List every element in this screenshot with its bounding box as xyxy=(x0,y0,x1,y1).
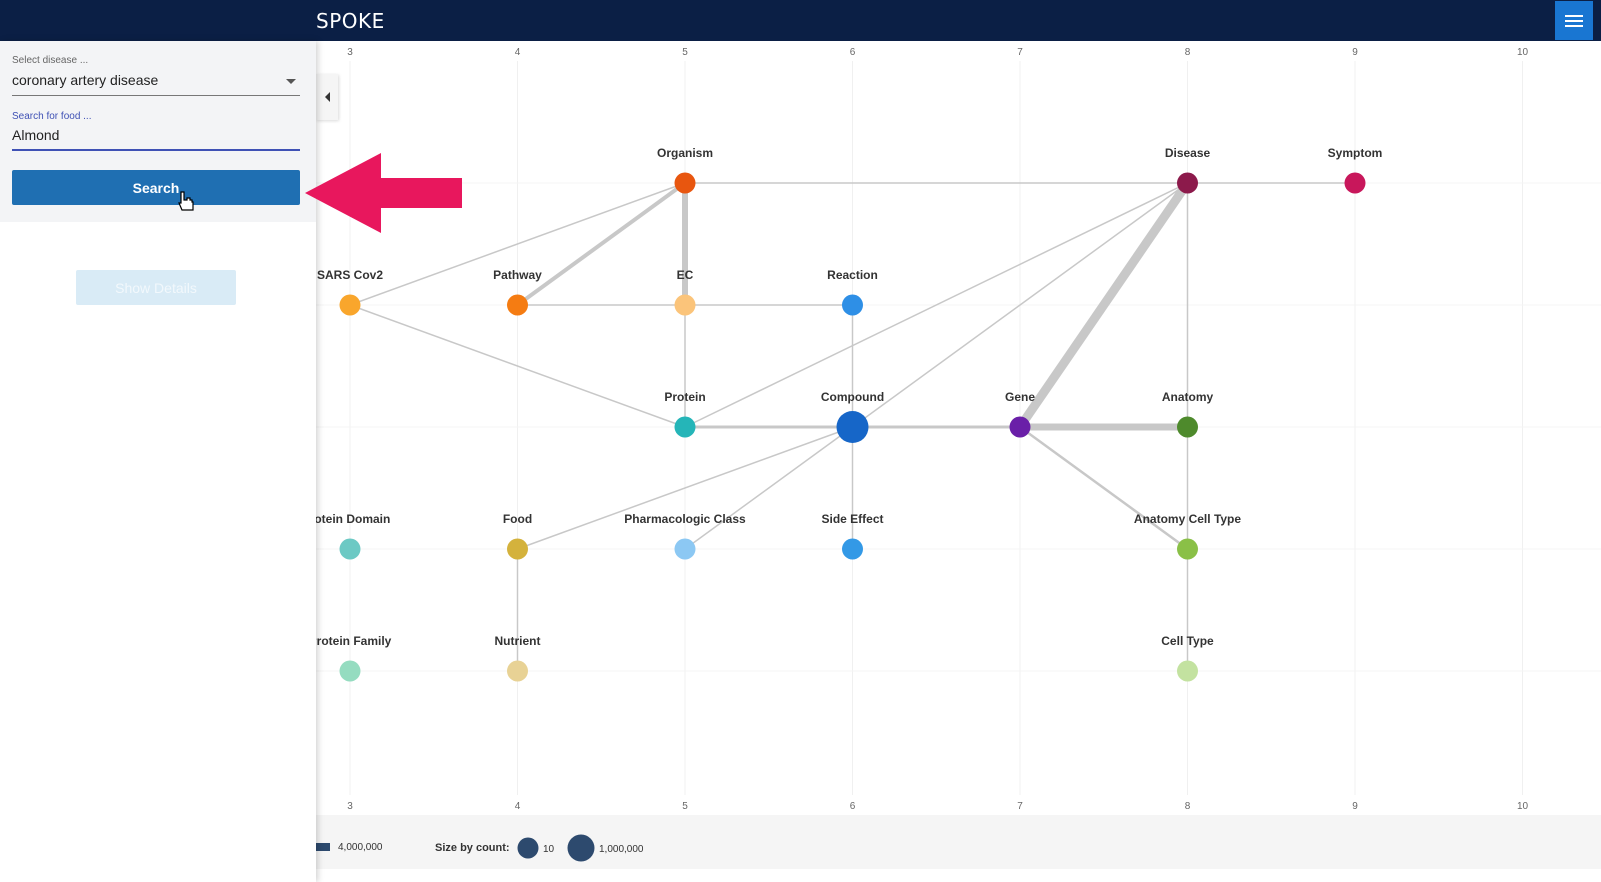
node-label-ec: EC xyxy=(677,268,694,282)
node-label-pdomain: rotein Domain xyxy=(310,512,391,526)
node-food[interactable] xyxy=(507,539,528,560)
search-form: Select disease ... coronary artery disea… xyxy=(0,41,316,222)
node-label-side: Side Effect xyxy=(821,512,883,526)
axis-tick-top: 10 xyxy=(1517,47,1529,58)
node-label-symptom: Symptom xyxy=(1328,146,1383,160)
node-ec[interactable] xyxy=(675,295,696,316)
node-protein[interactable] xyxy=(675,417,696,438)
axis-tick-bottom: 3 xyxy=(347,801,353,812)
node-label-gene: Gene xyxy=(1005,390,1035,404)
node-label-acell: Anatomy Cell Type xyxy=(1134,512,1241,526)
edge-organism-pathway[interactable] xyxy=(518,183,686,305)
node-label-pathway: Pathway xyxy=(493,268,542,282)
axis-tick-bottom: 10 xyxy=(1517,801,1529,812)
node-acell[interactable] xyxy=(1177,539,1198,560)
collapse-sidebar-button[interactable] xyxy=(316,74,338,120)
node-compound[interactable] xyxy=(837,411,869,443)
node-anatomy[interactable] xyxy=(1177,417,1198,438)
chevron-down-icon[interactable] xyxy=(286,79,296,84)
axis-tick-bottom: 4 xyxy=(515,801,521,812)
node-label-nutrient: Nutrient xyxy=(495,634,541,648)
edge-compound-pharm[interactable] xyxy=(685,427,853,549)
axis-tick-bottom: 6 xyxy=(850,801,856,812)
node-pdomain[interactable] xyxy=(340,539,361,560)
axis-tick-top: 8 xyxy=(1185,47,1191,58)
node-sars[interactable] xyxy=(340,295,361,316)
axis-tick-top: 7 xyxy=(1017,47,1023,58)
food-input-label: Search for food ... xyxy=(12,111,92,122)
axis-tick-top: 9 xyxy=(1352,47,1358,58)
node-side[interactable] xyxy=(842,539,863,560)
node-label-organism: Organism xyxy=(657,146,713,160)
disease-select-label: Select disease ... xyxy=(12,55,88,66)
food-search-input[interactable]: Almond xyxy=(12,127,59,143)
node-label-pfamily: Protein Family xyxy=(309,634,392,648)
edge-gene-acell[interactable] xyxy=(1020,427,1188,549)
food-input-underline xyxy=(12,149,300,151)
axis-tick-bottom: 8 xyxy=(1185,801,1191,812)
node-organism[interactable] xyxy=(675,173,696,194)
node-label-pharm: Pharmacologic Class xyxy=(624,512,746,526)
axis-tick-bottom: 5 xyxy=(682,801,688,812)
disease-select-underline xyxy=(12,95,300,96)
node-disease[interactable] xyxy=(1177,173,1198,194)
sidebar: Select disease ... coronary artery disea… xyxy=(0,41,316,882)
node-label-anatomy: Anatomy xyxy=(1162,390,1214,404)
axis-tick-top: 6 xyxy=(850,47,856,58)
node-label-celltype: Cell Type xyxy=(1161,634,1214,648)
node-symptom[interactable] xyxy=(1345,173,1366,194)
node-pfamily[interactable] xyxy=(340,661,361,682)
legend-bar xyxy=(316,815,1601,869)
node-label-compound: Compound xyxy=(821,390,884,404)
node-celltype[interactable] xyxy=(1177,661,1198,682)
axis-tick-top: 3 xyxy=(347,47,353,58)
node-label-reaction: Reaction xyxy=(827,268,878,282)
node-pharm[interactable] xyxy=(675,539,696,560)
chevron-left-icon xyxy=(325,92,330,102)
axis-tick-bottom: 7 xyxy=(1017,801,1023,812)
node-pathway[interactable] xyxy=(507,295,528,316)
disease-select[interactable]: coronary artery disease xyxy=(12,72,158,88)
node-label-food: Food xyxy=(503,512,532,526)
node-label-protein: Protein xyxy=(664,390,705,404)
node-nutrient[interactable] xyxy=(507,661,528,682)
node-reaction[interactable] xyxy=(842,295,863,316)
node-gene[interactable] xyxy=(1010,417,1031,438)
axis-tick-top: 5 xyxy=(682,47,688,58)
show-details-button[interactable]: Show Details xyxy=(76,270,236,305)
node-label-sars: SARS Cov2 xyxy=(317,268,383,282)
axis-tick-top: 4 xyxy=(515,47,521,58)
search-button[interactable]: Search xyxy=(12,170,300,205)
axis-tick-bottom: 9 xyxy=(1352,801,1358,812)
node-label-disease: Disease xyxy=(1165,146,1211,160)
